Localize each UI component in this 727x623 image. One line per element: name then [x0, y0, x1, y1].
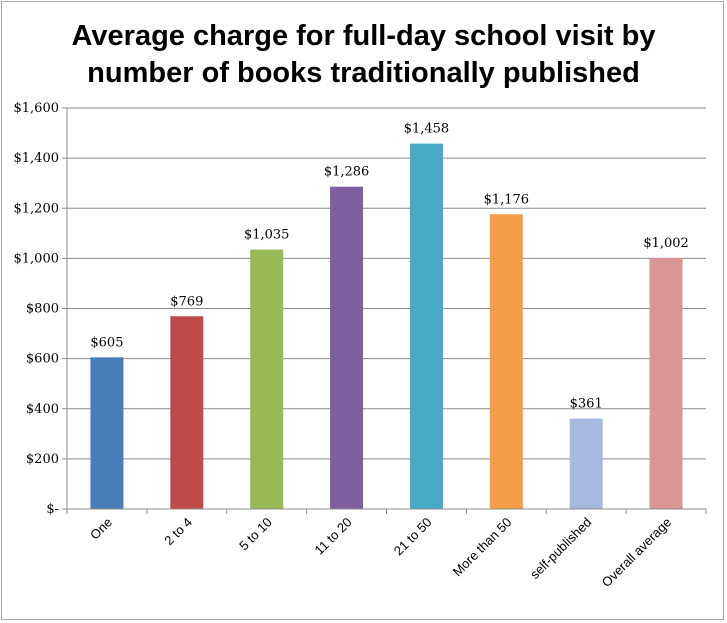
category-label: 21 to 50 [391, 515, 435, 559]
data-label: $769 [170, 294, 203, 309]
y-tick-label: $1,400 [14, 151, 60, 166]
category-label: 2 to 4 [161, 515, 195, 549]
category-label: One [87, 515, 115, 543]
bar [569, 418, 603, 509]
data-label: $1,458 [404, 122, 450, 137]
data-label: $605 [90, 335, 123, 350]
category-label: 5 to 10 [236, 515, 275, 554]
bar [250, 249, 284, 509]
bars [90, 143, 683, 510]
bar [90, 357, 124, 509]
y-tick-label: $200 [26, 452, 59, 467]
data-label: $361 [570, 397, 603, 412]
category-label: 11 to 20 [312, 515, 355, 558]
data-labels: $605 $769 $1,035 $1,286 $1,458 $1,176 $361 $1,0… [90, 122, 688, 412]
chart-title-line-1: Average charge for full-day school visit… [71, 20, 656, 52]
data-label: $1,286 [324, 165, 370, 180]
y-axis-tick-labels: $- $200 $400 $600 $800 $1,000 $1,200 $1,400 $1,6… [14, 101, 60, 517]
chart-title: Average charge for full-day school visit… [0, 18, 727, 92]
y-tick-label: $1,200 [14, 201, 60, 216]
bar [330, 186, 364, 510]
category-label: More than 50 [450, 515, 515, 580]
data-label: $1,176 [484, 192, 530, 207]
category-label: self-published [527, 515, 594, 582]
data-label: $1,002 [643, 236, 689, 251]
category-label: Overall average [599, 515, 675, 591]
y-tick-label: $1,600 [14, 101, 60, 116]
bar [409, 143, 443, 509]
bar [649, 257, 683, 509]
category-labels: One 2 to 4 5 to 10 11 to 20 21 to 50 More tha… [87, 515, 674, 591]
bar [489, 214, 523, 509]
y-tick-label: $400 [26, 402, 59, 417]
y-tick-label: $1,000 [14, 251, 60, 266]
y-tick-label: $- [46, 502, 59, 517]
y-tick-label: $600 [26, 352, 59, 367]
data-label: $1,035 [244, 228, 290, 243]
gridlines [62, 107, 706, 510]
axes [66, 108, 707, 514]
chart-title-line-2: number of books traditionally published [87, 57, 640, 89]
bar [170, 316, 204, 509]
y-tick-label: $800 [26, 302, 59, 317]
